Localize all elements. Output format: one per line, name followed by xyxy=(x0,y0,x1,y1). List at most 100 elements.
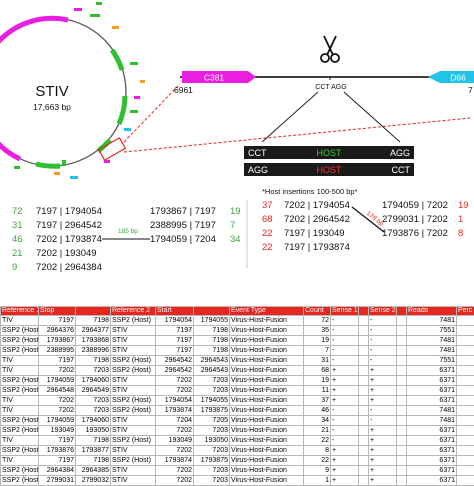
col-header: Perc xyxy=(457,307,474,316)
table-cell: 7202 xyxy=(156,476,194,486)
right-coords: 7202 | 2964542 xyxy=(284,214,350,225)
table-cell: 2964543 xyxy=(194,366,230,376)
feature-mark xyxy=(96,2,102,5)
table-cell xyxy=(397,316,407,326)
table-cell: 34 xyxy=(304,416,331,426)
col-header: Reference 1 xyxy=(1,307,39,316)
table-cell xyxy=(457,426,474,436)
cut-site-label: CCT AGG xyxy=(315,84,346,91)
junction-bottom-host: HOST xyxy=(316,165,342,175)
table-cell: 1793875 xyxy=(194,456,230,466)
right-right-coords: 2799031 | 7202 xyxy=(382,214,448,225)
table-cell: - xyxy=(331,356,359,366)
table-cell: 7202 xyxy=(39,366,76,376)
table-cell: 7551 xyxy=(407,326,457,336)
table-cell: 1794055 xyxy=(194,396,230,406)
table-cell xyxy=(457,366,474,376)
table-cell: - xyxy=(331,336,359,346)
table-cell xyxy=(457,456,474,466)
table-cell: 22 xyxy=(304,436,331,446)
junction-bottom-right: CCT xyxy=(392,165,411,175)
table-cell: STIV xyxy=(111,446,156,456)
table-cell: 7205 xyxy=(194,416,230,426)
table-cell: STIV xyxy=(111,466,156,476)
table-cell: + xyxy=(369,466,397,476)
table-cell xyxy=(457,386,474,396)
feature-mark xyxy=(134,96,140,99)
gene-track: C381 D66 6961 7 CCT AGG xyxy=(174,71,474,95)
left-count: 72 xyxy=(12,206,23,217)
table-cell: + xyxy=(369,446,397,456)
left-coords: 7202 | 1793874 xyxy=(36,234,102,245)
table-cell: + xyxy=(331,396,359,406)
table-cell: - xyxy=(369,416,397,426)
table-cell xyxy=(457,416,474,426)
table-cell: 7197 xyxy=(39,456,76,466)
table-cell: SSP2 (Host) xyxy=(111,436,156,446)
table-cell: 7481 xyxy=(407,406,457,416)
table-cell xyxy=(397,396,407,406)
table-cell: 2964376 xyxy=(39,326,76,336)
table-cell: STIV xyxy=(111,386,156,396)
right-count: 37 xyxy=(262,200,273,211)
table-cell xyxy=(359,436,369,446)
table-cell: SSP2 (Host) xyxy=(111,316,156,326)
table-cell: 21 xyxy=(304,426,331,436)
right-junction-counts: 37 7202 | 1794054 68 7202 | 2964542 22 7… xyxy=(262,200,469,253)
table-cell: SSP2 (Host) xyxy=(111,396,156,406)
table-cell: 1 xyxy=(304,476,331,486)
table-cell: 2388995 xyxy=(39,346,76,356)
table-cell: 6371 xyxy=(407,426,457,436)
table-cell: TIV xyxy=(1,356,39,366)
table-cell xyxy=(397,406,407,416)
table-cell xyxy=(359,416,369,426)
table-cell: Virus-Host-Fusion xyxy=(230,456,304,466)
feature-mark xyxy=(54,172,60,175)
table-cell: 7198 xyxy=(76,356,111,366)
junction-top-left: CCT xyxy=(248,148,267,158)
table-cell: 1794060 xyxy=(76,416,111,426)
gene-label-d66: D66 xyxy=(450,73,466,83)
host-insertion-note: *Host insertions 100-500 bp* xyxy=(262,187,358,196)
table-cell xyxy=(359,466,369,476)
genome-size: 17,663 bp xyxy=(33,102,71,112)
right-count: 68 xyxy=(262,214,273,225)
table-cell: 1793875 xyxy=(194,406,230,416)
feature-mark xyxy=(62,160,66,166)
table-cell: 68 xyxy=(304,366,331,376)
gene-label-c381: C381 xyxy=(204,73,225,83)
table-cell xyxy=(397,386,407,396)
table-cell: Virus-Host-Fusion xyxy=(230,326,304,336)
table-cell: TIV xyxy=(1,316,39,326)
table-cell: 6371 xyxy=(407,456,457,466)
table-cell xyxy=(457,346,474,356)
table-cell: Virus-Host-Fusion xyxy=(230,446,304,456)
table-cell xyxy=(359,426,369,436)
table-cell xyxy=(397,376,407,386)
table-cell: 7481 xyxy=(407,346,457,356)
table-cell: 7551 xyxy=(407,356,457,366)
table-cell: SSP2 (Host) xyxy=(1,326,39,336)
table-cell: 193049 xyxy=(39,426,76,436)
table-cell: - xyxy=(331,346,359,356)
table-cell: SSP2 (Host) xyxy=(1,466,39,476)
table-cell: - xyxy=(369,346,397,356)
table-cell: 193050 xyxy=(76,426,111,436)
table-cell: - xyxy=(369,316,397,326)
junction-top: CCT HOST AGG xyxy=(244,146,414,159)
table-cell: 7198 xyxy=(76,456,111,466)
scissors-icon xyxy=(321,36,339,62)
table-cell: + xyxy=(369,376,397,386)
table-cell: 7202 xyxy=(39,406,76,416)
table-cell: + xyxy=(369,436,397,446)
table-cell xyxy=(359,336,369,346)
table-cell: Virus-Host-Fusion xyxy=(230,356,304,366)
table-cell: 6371 xyxy=(407,366,457,376)
table-cell: STIV xyxy=(111,326,156,336)
